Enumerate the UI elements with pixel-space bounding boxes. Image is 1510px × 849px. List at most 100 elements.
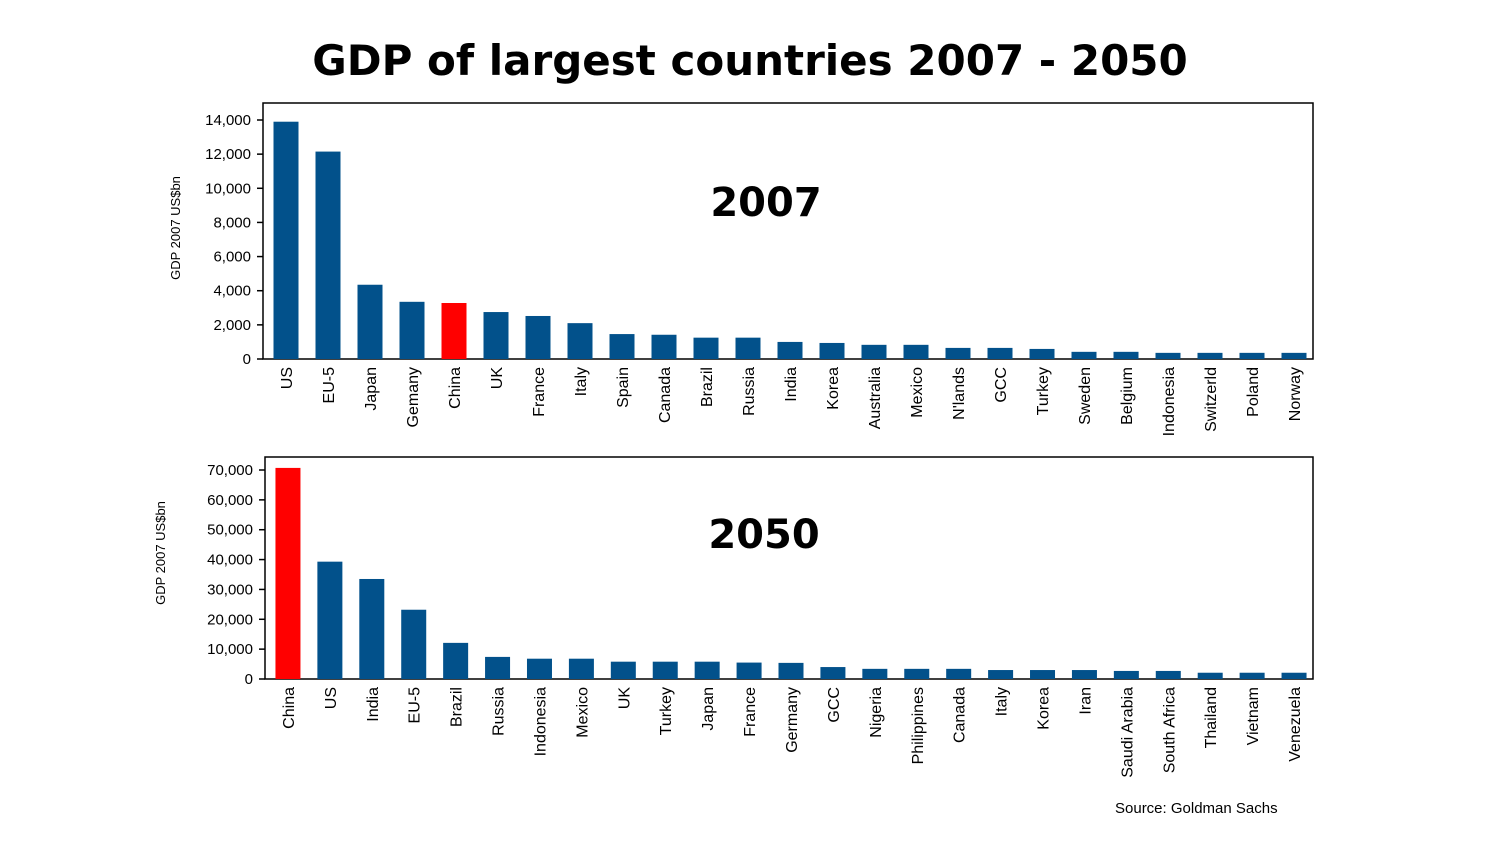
bar-india <box>777 341 803 359</box>
bar-canada <box>651 334 677 359</box>
x-tick-label: Norway <box>1287 367 1304 421</box>
x-tick-label: Russia <box>491 687 508 736</box>
y-tick-label: 50,000 <box>207 522 253 539</box>
x-tick-label: Australia <box>867 367 884 429</box>
bar-uk <box>610 661 636 679</box>
x-tick-label: Saudi Arabia <box>1119 687 1136 778</box>
bar-n-lands <box>945 347 971 359</box>
bar-gcc <box>820 667 846 679</box>
y-tick-label: 60,000 <box>207 492 253 509</box>
bar-sweden <box>1071 351 1097 359</box>
bar-germany <box>778 662 804 679</box>
bar-venezuela <box>1281 672 1307 679</box>
bar-gemany <box>399 301 425 359</box>
bar-gcc <box>987 347 1013 359</box>
y-tick-label: 6,000 <box>213 249 251 266</box>
x-tick-label: China <box>281 687 298 729</box>
y-tick-label: 8,000 <box>213 214 251 231</box>
x-tick-label: Vietnam <box>1245 687 1262 745</box>
x-tick-label: Japan <box>363 367 380 411</box>
x-tick-label: India <box>783 367 800 402</box>
chart-year-label: 2007 <box>710 180 821 226</box>
y-tick-label: 70,000 <box>207 462 253 479</box>
bar-indonesia <box>1155 352 1181 359</box>
y-tick-label: 10,000 <box>205 180 251 197</box>
bar-eu-5 <box>315 151 341 359</box>
bar-russia <box>485 656 511 679</box>
x-tick-label: Venezuela <box>1287 687 1304 762</box>
x-tick-label: Mexico <box>574 687 591 738</box>
bar-mexico <box>903 344 929 359</box>
bar-norway <box>1281 352 1307 359</box>
bar-poland <box>1239 352 1265 359</box>
bar-japan <box>357 284 383 359</box>
y-tick-label: 30,000 <box>207 581 253 598</box>
x-tick-label: Turkey <box>658 687 675 735</box>
x-tick-label: GCC <box>826 687 843 723</box>
bar-belgium <box>1113 351 1139 359</box>
bar-nigeria <box>862 668 888 679</box>
y-tick-label: 4,000 <box>213 283 251 300</box>
x-tick-label: France <box>531 367 548 417</box>
x-tick-label: Spain <box>615 367 632 408</box>
x-tick-label: UK <box>489 367 506 390</box>
y-tick-label: 2,000 <box>213 317 251 334</box>
y-tick-label: 10,000 <box>207 641 253 658</box>
bar-china <box>275 467 301 679</box>
y-tick-label: 14,000 <box>205 112 251 129</box>
x-tick-label: Brazil <box>449 687 466 727</box>
bar-uk <box>483 312 509 359</box>
x-tick-label: Canada <box>952 687 969 743</box>
y-axis-label: GDP 2007 US$bn <box>153 501 168 605</box>
page-title: GDP of largest countries 2007 - 2050 <box>312 36 1188 85</box>
x-tick-label: Italy <box>994 687 1011 716</box>
x-tick-label: US <box>323 687 340 709</box>
x-tick-label: China <box>447 367 464 409</box>
bar-eu-5 <box>401 609 427 679</box>
bar-turkey <box>1029 348 1055 359</box>
x-tick-label: Mexico <box>909 367 926 418</box>
bar-brazil <box>693 337 719 359</box>
bar-italy <box>988 670 1014 679</box>
x-tick-label: Germany <box>784 687 801 753</box>
bar-russia <box>735 337 761 359</box>
x-tick-label: Belgium <box>1119 367 1136 425</box>
x-tick-label: Canada <box>657 367 674 423</box>
bar-brazil <box>443 642 469 679</box>
bar-france <box>525 315 551 359</box>
bar-us <box>273 121 299 359</box>
x-tick-label: Russia <box>741 367 758 416</box>
y-tick-label: 40,000 <box>207 552 253 569</box>
x-tick-label: Brazil <box>699 367 716 407</box>
x-tick-label: US <box>279 367 296 389</box>
x-tick-label: Switzerld <box>1203 367 1220 432</box>
x-tick-label: UK <box>616 687 633 710</box>
x-tick-label: GCC <box>993 367 1010 403</box>
x-tick-label: EU-5 <box>321 367 338 404</box>
x-tick-label: South Africa <box>1161 687 1178 773</box>
x-tick-label: India <box>365 687 382 722</box>
x-tick-label: Italy <box>573 367 590 396</box>
bar-indonesia <box>526 658 552 679</box>
y-tick-label: 0 <box>243 351 251 368</box>
chart-2050: 0 10,000 20,000 30,000 40,000 50,000 60,000 70,… <box>153 456 1314 778</box>
bar-australia <box>861 344 887 359</box>
bar-japan <box>694 661 720 679</box>
bar-us <box>317 561 343 679</box>
x-tick-label: Indonesia <box>532 687 549 756</box>
x-tick-label: Korea <box>825 367 842 410</box>
bar-philippines <box>904 668 930 679</box>
x-tick-label: Indonesia <box>1161 367 1178 436</box>
y-tick-label: 12,000 <box>205 146 251 163</box>
y-axis-label: GDP 2007 US$bn <box>168 176 183 280</box>
bar-turkey <box>652 661 678 679</box>
bar-saudi-arabia <box>1113 670 1139 679</box>
x-tick-label: Japan <box>700 687 717 731</box>
bar-switzerld <box>1197 352 1223 359</box>
chart-year-label: 2050 <box>708 512 819 558</box>
bar-china <box>441 303 467 359</box>
chart-2007: 0 2,000 4,000 6,000 8,000 10,000 12,000 14,000 G… <box>168 102 1314 436</box>
x-tick-label: France <box>742 687 759 737</box>
bar-france <box>736 662 762 679</box>
